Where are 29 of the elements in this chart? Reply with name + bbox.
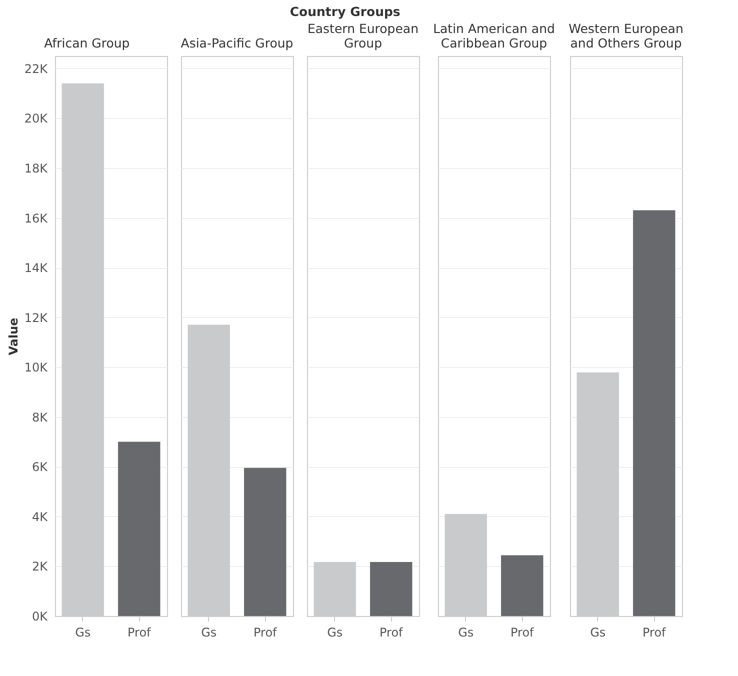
chart-title: Western European and Others Group [568, 21, 684, 50]
x-tick-label: Gs [201, 626, 217, 640]
chart-title: Asia-Pacific Group [180, 36, 294, 50]
x-tick-label: Prof [642, 626, 667, 640]
text: Country Groups [290, 4, 400, 19]
y-tick-label: 16K [24, 211, 49, 226]
y-tick-label: 4K [32, 510, 49, 524]
y-tick-label: 2K [32, 560, 49, 574]
x-tick-label: Gs [75, 626, 91, 640]
y-tick-label: 22K [24, 62, 49, 76]
chart-title: Latin American and Caribbean Group [433, 21, 555, 50]
y-tick-label: 6K [32, 460, 49, 474]
y-tick-label: 0K [32, 610, 49, 624]
y-tick-label: 20K [24, 112, 49, 126]
x-tick-label: Prof [254, 626, 278, 640]
y-tick-label: 12K [24, 310, 49, 325]
y-tick-label: 10K [24, 360, 49, 375]
chart-title: Eastern European Group [307, 21, 419, 50]
x-tick-label: Prof [128, 626, 152, 640]
y-tick-label: 18K [24, 162, 49, 176]
x-tick-label: Gs [327, 626, 343, 640]
y-tick-label: 14K [24, 261, 49, 276]
x-tick-label: Prof [380, 626, 404, 640]
chart-title: African Group [44, 36, 130, 50]
y-tick-label: 8K [32, 410, 49, 424]
x-tick-label: Gs [590, 626, 606, 640]
x-tick-label: Prof [510, 626, 535, 640]
y-axis-title: Value [6, 318, 20, 356]
x-tick-label: Gs [458, 626, 474, 640]
